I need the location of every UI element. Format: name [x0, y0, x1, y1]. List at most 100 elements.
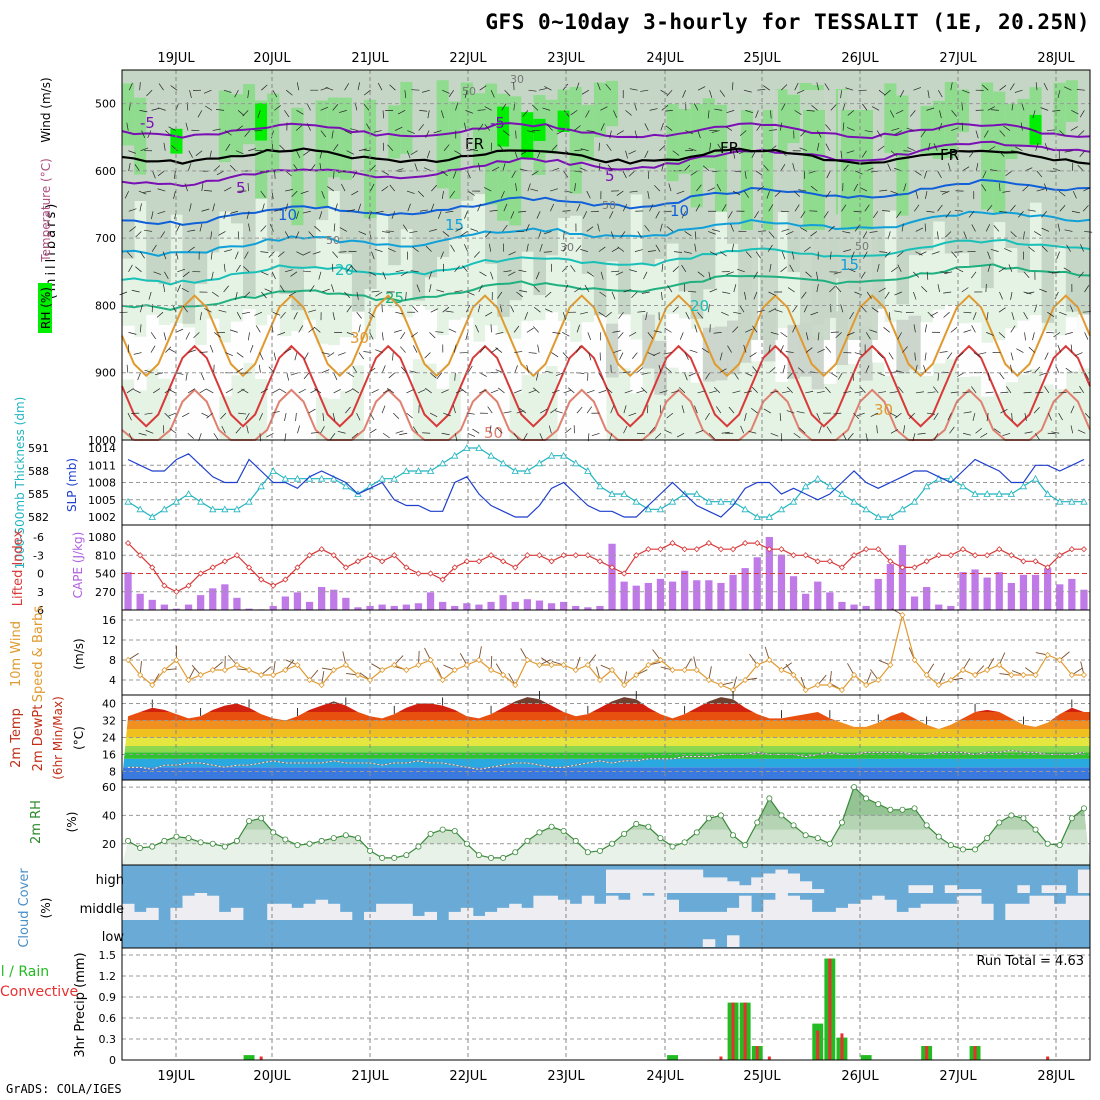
wind-barb — [119, 291, 128, 296]
temperature-contour — [121, 294, 1091, 378]
wind-barb — [933, 433, 939, 441]
cloud-block — [690, 911, 704, 920]
wind-barb — [708, 271, 711, 280]
wind-barb — [962, 391, 971, 394]
temp-band — [122, 737, 1090, 746]
wind-barb — [185, 122, 189, 131]
wind-barb — [146, 89, 153, 97]
wind-barb — [441, 191, 444, 200]
wind-barb — [789, 264, 794, 272]
temperature-contour — [121, 344, 1091, 428]
wind-barb — [636, 367, 644, 373]
cloud-block — [557, 899, 571, 920]
rh-2m-line-point — [391, 854, 398, 861]
contour-label: 15 — [840, 256, 859, 274]
temperature-contour — [121, 178, 1091, 226]
thickness-axis-label: 1000-500mb Thickness (dm) — [13, 397, 27, 570]
wind-barb — [649, 204, 654, 212]
wind-barb — [755, 251, 761, 259]
rh-2m-line-point — [584, 849, 591, 856]
wind-barb — [913, 87, 922, 91]
rh-2m-line-point — [863, 795, 870, 802]
rh-shade-bright — [497, 106, 510, 147]
wind-barb — [140, 304, 143, 313]
day-label-bottom: 25JUL — [743, 1069, 781, 1084]
wind-barb — [175, 372, 184, 375]
wind-barb — [731, 243, 735, 252]
wind-barb — [709, 251, 718, 256]
wind-barb — [135, 231, 142, 238]
wind-barb — [563, 389, 572, 394]
thickness-line-point — [523, 467, 532, 474]
wind-barb — [768, 129, 777, 131]
wind-barb — [799, 427, 806, 434]
wind-barb — [416, 284, 421, 293]
wind-barb — [779, 345, 784, 353]
lifted-index-line-point — [923, 558, 930, 565]
wind-barb — [424, 352, 431, 359]
wind-barb — [1010, 352, 1014, 361]
wind-barb — [1028, 346, 1036, 353]
cloud-block — [388, 903, 401, 920]
thickness-line-point — [572, 459, 580, 467]
temp-bands — [122, 697, 1090, 780]
thickness-line-point — [499, 459, 507, 467]
wind-speed-line-point — [161, 666, 168, 674]
rh-2m-line-point — [379, 854, 386, 861]
wind-barb — [628, 150, 636, 155]
wind-barb — [127, 412, 132, 421]
thickness-line-point — [172, 497, 181, 505]
wind-barb — [694, 324, 698, 333]
wind-barb — [745, 328, 753, 333]
rh-2m-line-point — [463, 840, 470, 847]
cloud-block — [267, 903, 280, 920]
wind-barb — [554, 410, 563, 414]
contour-label: 5 — [605, 167, 615, 185]
thickness-line-point — [559, 451, 568, 459]
wind-barb — [899, 90, 905, 98]
wind-barb — [945, 211, 951, 218]
cloud-block — [666, 899, 679, 920]
wind-barb — [1023, 312, 1028, 320]
wind-speed-line-point — [391, 661, 398, 669]
wind-barb — [681, 211, 687, 219]
wind-barb — [586, 190, 591, 199]
wind-speed-line-point — [863, 681, 870, 689]
cape-bar — [366, 605, 374, 610]
wind-barb — [684, 352, 689, 360]
cape-axis-label: CAPE (J/kg) — [71, 532, 85, 599]
wind-barb — [437, 211, 442, 219]
cape-bar — [850, 604, 858, 610]
wind-barb — [1041, 211, 1047, 218]
rh-2m-line-point — [875, 801, 882, 808]
wind-barb — [937, 170, 942, 179]
wind-barb — [1084, 231, 1093, 233]
wind-barb — [903, 150, 912, 152]
rh-2m-line-point — [415, 843, 422, 850]
cape-bar — [814, 581, 822, 610]
wind-barb — [272, 311, 281, 316]
wind-barb — [1083, 187, 1091, 192]
wind-barb — [1044, 183, 1048, 192]
wind-barb — [155, 372, 163, 376]
wind-barb — [562, 83, 569, 91]
wind-barb — [497, 387, 505, 394]
wind-barb — [830, 104, 837, 111]
wind-barb — [920, 130, 926, 138]
wind-barb — [719, 368, 727, 374]
cape-bar — [439, 601, 447, 610]
wind-barb — [897, 332, 902, 340]
rh-shade-dark — [1017, 98, 1030, 148]
thickness-line-point — [584, 467, 592, 474]
wind-barb — [542, 107, 551, 111]
slp-line — [127, 453, 1085, 518]
wind-barb — [998, 150, 1005, 157]
wind-barb — [441, 110, 444, 119]
rh-dry-area — [255, 325, 268, 380]
rh-2m-line-point — [342, 832, 349, 839]
wind-barb — [350, 128, 359, 131]
wind-barb — [587, 654, 597, 666]
wind-barb — [1076, 89, 1085, 91]
thickness-line-point — [668, 497, 677, 505]
rh-dry-area — [134, 336, 147, 391]
